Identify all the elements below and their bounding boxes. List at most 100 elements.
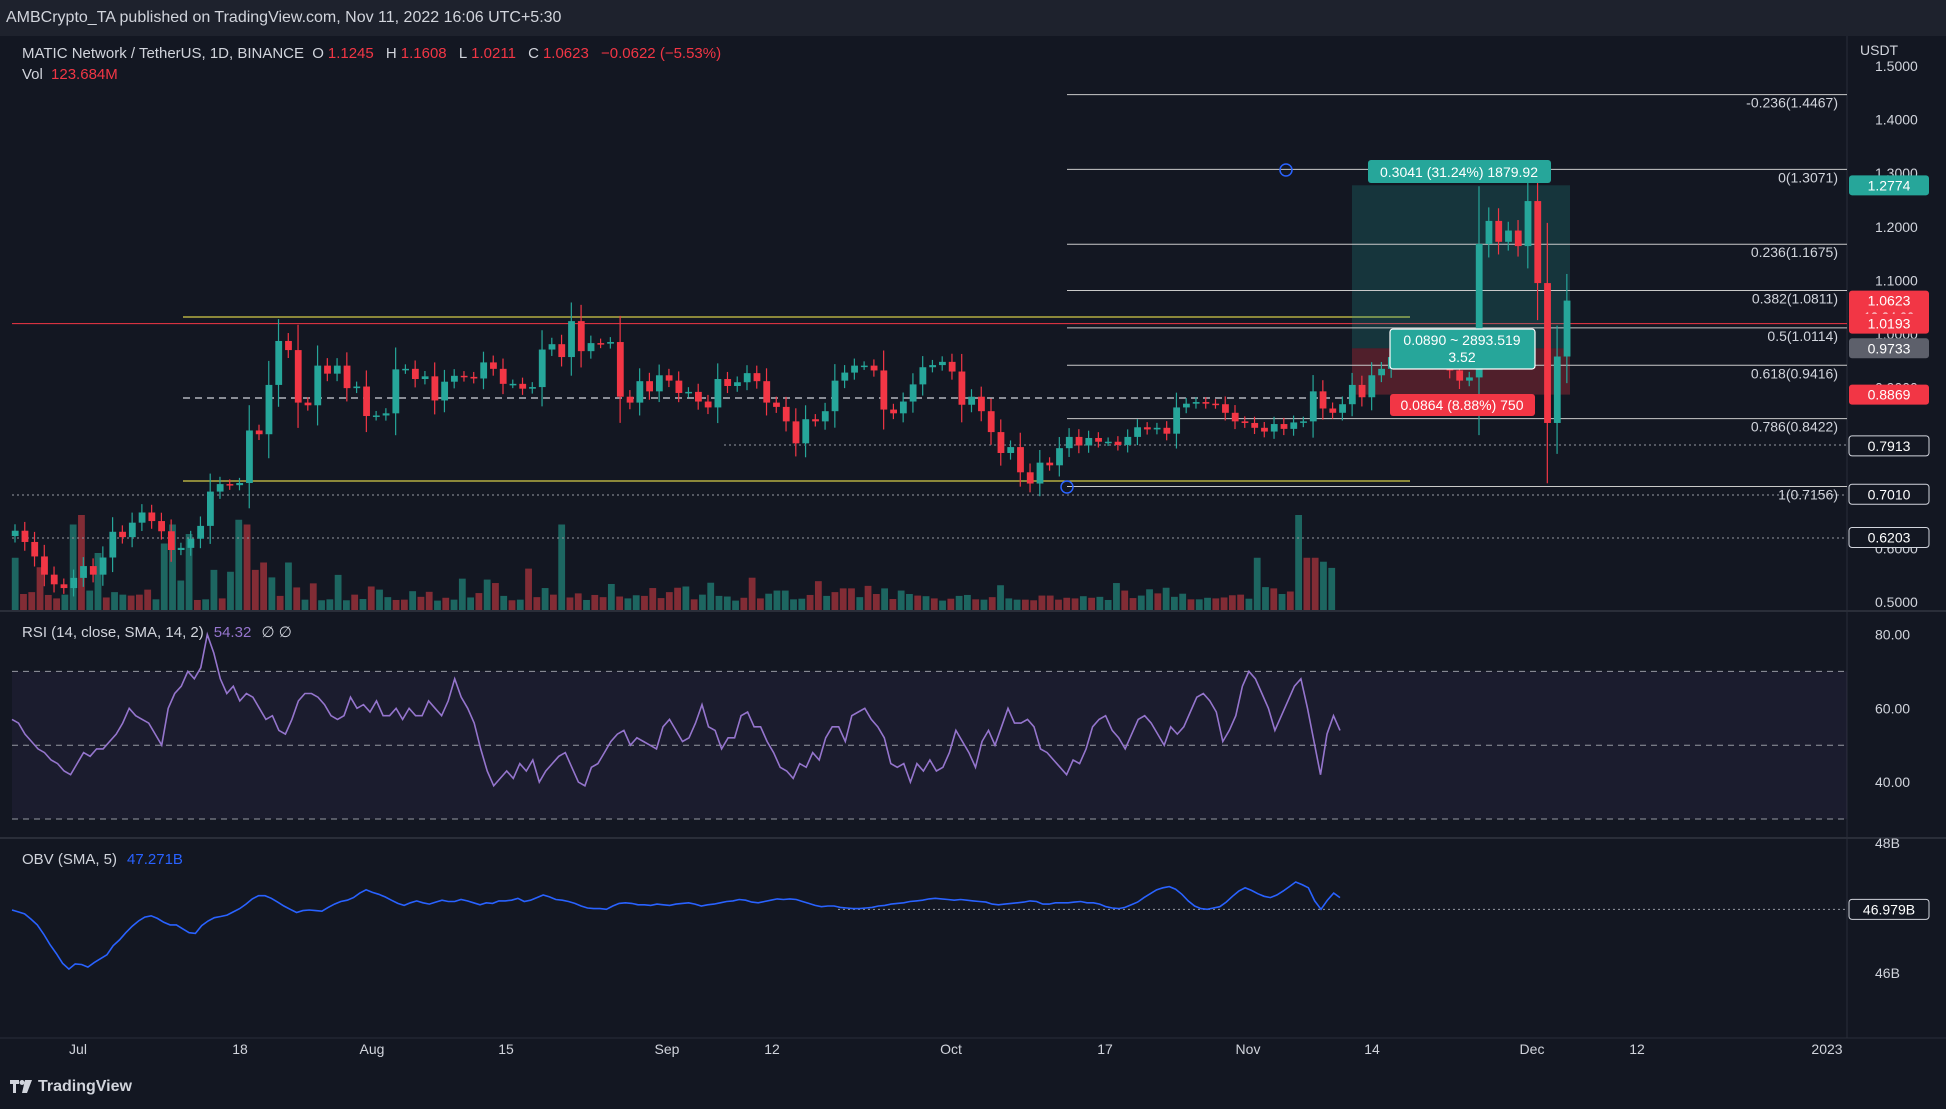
volume-bar bbox=[28, 592, 36, 610]
candle-body bbox=[968, 396, 976, 405]
volume-bar bbox=[227, 571, 234, 610]
volume-bar bbox=[210, 569, 218, 610]
candle-body bbox=[41, 556, 48, 575]
publish-info: AMBCrypto_TA published on TradingView.co… bbox=[6, 9, 562, 26]
candle-body bbox=[1261, 427, 1268, 432]
volume-bar bbox=[11, 557, 19, 610]
candle-body bbox=[909, 384, 917, 402]
volume-bar bbox=[359, 599, 367, 610]
change-value: −0.0622 (−5.53%) bbox=[601, 45, 722, 62]
volume-bar bbox=[1179, 593, 1187, 610]
candle-body bbox=[919, 367, 927, 385]
tradingview-brand[interactable]: TradingView bbox=[10, 1078, 132, 1096]
volume-bar bbox=[467, 597, 474, 610]
volume-bar bbox=[384, 597, 392, 610]
volume-bar bbox=[897, 590, 905, 610]
fib-anchor-high bbox=[1279, 163, 1293, 177]
fib-level-label: 0(1.3071) bbox=[1778, 169, 1838, 185]
rsi-axis-tick: 40.00 bbox=[1875, 774, 1910, 790]
volume-bar bbox=[1079, 596, 1087, 610]
candle-body bbox=[1505, 230, 1512, 242]
candle-body bbox=[685, 391, 693, 394]
rsi-extra: ∅ ∅ bbox=[261, 624, 292, 641]
volume-bar bbox=[1286, 591, 1294, 610]
candle-body bbox=[1339, 404, 1346, 413]
volume-bar bbox=[566, 597, 574, 610]
volume-bar bbox=[773, 590, 781, 610]
candle-body bbox=[743, 373, 751, 383]
candle-body bbox=[441, 381, 449, 401]
volume-bar bbox=[856, 597, 864, 610]
price-tag bbox=[1849, 384, 1929, 405]
pair-title: MATIC Network / TetherUS, 1D, BINANCE bbox=[22, 45, 305, 62]
volume-bar bbox=[914, 595, 922, 610]
time-axis-tick: 2023 bbox=[1811, 1041, 1842, 1057]
volume-bar bbox=[458, 578, 466, 610]
candle-body bbox=[1007, 447, 1015, 453]
candle-body bbox=[929, 365, 937, 368]
volume-bar bbox=[988, 597, 996, 610]
volume-bar bbox=[111, 592, 118, 610]
candle-body bbox=[1348, 384, 1356, 405]
volume-bar bbox=[1328, 567, 1336, 610]
volume-bar bbox=[649, 588, 657, 610]
candle-body bbox=[802, 419, 810, 444]
volume-bar bbox=[1038, 595, 1046, 610]
candle-body bbox=[1466, 377, 1473, 381]
candle-body bbox=[899, 401, 907, 414]
candle-body bbox=[870, 365, 878, 371]
volume-bar bbox=[400, 599, 408, 610]
candle-body bbox=[519, 383, 527, 389]
volume-bar bbox=[814, 581, 822, 610]
price-tag-label: 0.9733 bbox=[1868, 340, 1911, 356]
candle-body bbox=[177, 547, 185, 551]
volume-bar bbox=[699, 594, 706, 610]
candle-body bbox=[372, 415, 380, 417]
time-axis-tick: Aug bbox=[360, 1041, 385, 1057]
volume-bar bbox=[831, 592, 839, 610]
candle-body bbox=[812, 419, 819, 422]
position-mid-border bbox=[1389, 328, 1536, 370]
time-axis-tick: Sep bbox=[655, 1041, 680, 1057]
candle-body bbox=[1212, 403, 1220, 406]
obv-tag-border bbox=[1848, 898, 1930, 920]
volume-bar bbox=[583, 599, 590, 610]
candle-body bbox=[50, 574, 58, 585]
candle-body bbox=[197, 525, 205, 539]
rsi-line bbox=[11, 631, 1341, 788]
volume-bar bbox=[790, 599, 797, 610]
volume-bar bbox=[1187, 599, 1195, 610]
candle-body bbox=[158, 521, 165, 532]
position-stop-badge bbox=[1390, 394, 1535, 416]
volume-bar bbox=[806, 594, 814, 610]
volume-bar bbox=[839, 588, 847, 610]
candle-body bbox=[216, 484, 224, 492]
candle-body bbox=[392, 369, 400, 414]
candle-body bbox=[11, 530, 19, 537]
candle-body bbox=[70, 577, 78, 589]
candle-body bbox=[841, 372, 849, 381]
candle-body bbox=[1534, 201, 1542, 284]
volume-bar bbox=[367, 586, 375, 610]
candle-body bbox=[1124, 436, 1132, 445]
brand-text: TradingView bbox=[38, 1078, 132, 1095]
time-axis-tick: Oct bbox=[940, 1041, 962, 1057]
candle-body bbox=[1036, 462, 1044, 484]
price-axis-tick: 1.2000 bbox=[1875, 219, 1918, 235]
candle-body bbox=[1251, 422, 1259, 428]
volume-bar bbox=[674, 587, 681, 610]
price-tag-border bbox=[1848, 435, 1930, 457]
candle-body bbox=[1368, 375, 1376, 398]
candle-body bbox=[460, 375, 468, 378]
candle-body bbox=[1153, 427, 1161, 430]
volume-bar bbox=[1253, 557, 1261, 610]
volume-bar bbox=[657, 598, 665, 610]
volume-bar bbox=[318, 600, 325, 610]
volume-bar bbox=[1055, 599, 1062, 610]
fib-level-label: 0.236(1.1675) bbox=[1751, 244, 1838, 260]
candle-body bbox=[324, 365, 331, 374]
candle-body bbox=[255, 430, 263, 435]
candle-body bbox=[431, 376, 439, 401]
candle-body bbox=[782, 406, 790, 422]
